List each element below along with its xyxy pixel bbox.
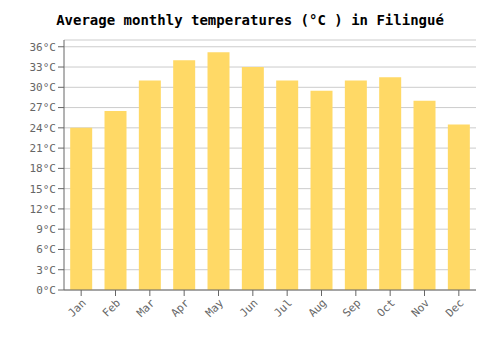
svg-text:Oct: Oct — [375, 296, 398, 319]
svg-text:15°C: 15°C — [30, 183, 57, 196]
svg-text:Jan: Jan — [66, 296, 89, 319]
svg-text:Dec: Dec — [443, 296, 466, 319]
svg-text:Sep: Sep — [340, 296, 363, 319]
svg-text:3°C: 3°C — [36, 264, 56, 277]
svg-text:Aug: Aug — [306, 296, 329, 319]
svg-text:36°C: 36°C — [30, 41, 57, 54]
svg-text:33°C: 33°C — [30, 61, 57, 74]
svg-text:Nov: Nov — [409, 296, 433, 320]
svg-text:Feb: Feb — [100, 296, 123, 319]
svg-text:27°C: 27°C — [30, 101, 57, 114]
html-text:Average monthly temperatures (: Average monthly temperatures (°C ) in Fi… — [56, 12, 444, 28]
svg-text:24°C: 24°C — [30, 122, 57, 135]
svg-text:9°C: 9°C — [36, 223, 56, 236]
svg-text:May: May — [203, 296, 227, 320]
svg-text:0°C: 0°C — [36, 284, 56, 297]
svg-text:Jun: Jun — [237, 296, 260, 319]
svg-text:Mar: Mar — [134, 296, 158, 320]
svg-text:21°C: 21°C — [30, 142, 57, 155]
svg-text:Apr: Apr — [169, 296, 193, 320]
svg-text:18°C: 18°C — [30, 162, 57, 175]
svg-text:Jul: Jul — [272, 296, 295, 319]
svg-text:6°C: 6°C — [36, 243, 56, 256]
svg-text:12°C: 12°C — [30, 203, 57, 216]
svg-text:30°C: 30°C — [30, 81, 57, 94]
